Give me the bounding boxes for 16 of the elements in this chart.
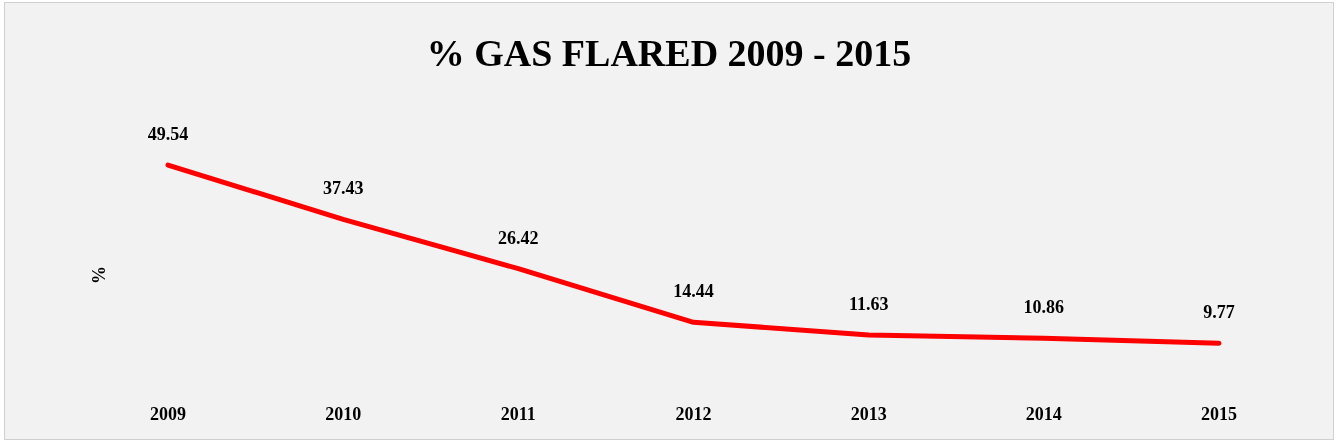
- data-label: 49.54: [147, 124, 189, 145]
- x-tick-label: 2015: [1201, 404, 1237, 424]
- x-tick-label: 2011: [500, 404, 536, 424]
- y-axis-title: %: [89, 266, 109, 284]
- x-tick-label: 2009: [150, 404, 186, 424]
- x-tick-label: 2010: [325, 404, 362, 424]
- x-tick-label: 2012: [675, 404, 712, 424]
- data-label: 10.86: [1023, 297, 1065, 318]
- data-label: 11.63: [848, 293, 889, 314]
- x-tick-label: 2014: [1025, 404, 1062, 424]
- data-label: 9.77: [1203, 302, 1235, 323]
- chart-title: % GAS FLARED 2009 - 2015: [426, 32, 912, 74]
- x-tick-label: 2013: [850, 404, 887, 424]
- data-label: 37.43: [322, 178, 364, 199]
- data-label: 26.42: [498, 227, 539, 248]
- data-label: 14.44: [673, 281, 714, 302]
